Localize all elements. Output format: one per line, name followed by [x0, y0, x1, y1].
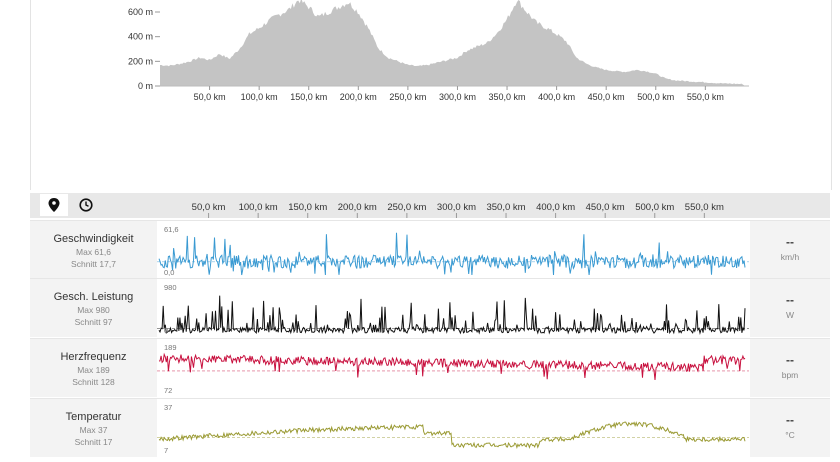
metric-graph-speed[interactable]	[157, 221, 749, 279]
metric-row-speed[interactable]: Geschwindigkeit Max 61,6 Schnitt 17,7 61,6 0…	[30, 220, 830, 279]
metric-value: --	[786, 413, 794, 427]
metric-graph-temp[interactable]	[157, 399, 749, 457]
metric-max: Max 37	[79, 425, 108, 435]
metric-max: Max 189	[77, 365, 110, 375]
metric-avg: Schnitt 17,7	[71, 259, 116, 269]
metric-value: --	[786, 235, 794, 249]
elevation-profile-chart[interactable]: 600 m 400 m 200 m 0 m 50,0 km 100,0 km 150,0 …	[30, 0, 832, 190]
distance-axis-tick: 550,0 km	[685, 202, 724, 213]
metric-current-speed: -- km/h	[750, 221, 830, 279]
map-pin-icon	[48, 198, 60, 212]
elevation-x-tick: 550,0 km	[687, 92, 724, 102]
elevation-y-tick: 200 m	[128, 56, 153, 66]
metric-unit: °C	[785, 430, 795, 440]
metric-name: Geschwindigkeit	[53, 233, 134, 245]
chart-toolbar	[30, 193, 830, 218]
distance-axis-tick: 350,0 km	[486, 202, 525, 213]
metric-graph-hr[interactable]	[157, 339, 749, 397]
metric-max: Max 61,6	[76, 247, 111, 257]
metric-avg: Schnitt 17	[74, 437, 113, 447]
elevation-svg: 600 m 400 m 200 m 0 m 50,0 km 100,0 km 150,0 …	[128, 0, 749, 102]
metric-unit: bpm	[781, 370, 799, 380]
distance-axis-tick: 500,0 km	[635, 202, 674, 213]
elevation-x-tick: 250,0 km	[389, 92, 426, 102]
elevation-y-tick: 400 m	[128, 32, 153, 42]
clock-icon	[79, 198, 93, 212]
elevation-x-tick: 50,0 km	[194, 92, 226, 102]
metric-current-temp: -- °C	[750, 399, 830, 457]
clock-button[interactable]	[72, 194, 100, 216]
metric-scale-bottom: 0,0	[164, 268, 175, 277]
elevation-y-tick: 0 m	[138, 81, 153, 91]
metric-value: --	[786, 293, 794, 307]
metric-line-svg	[157, 295, 749, 335]
distance-axis-tick: 250,0 km	[387, 202, 426, 213]
metric-row-power[interactable]: Gesch. Leistung Max 980 Schnitt 97 980 0 -- W	[30, 278, 830, 337]
activity-analysis-view: 600 m 400 m 200 m 0 m 50,0 km 100,0 km 150,0 …	[30, 0, 832, 457]
metric-avg: Schnitt 128	[72, 377, 115, 387]
distance-axis-tick: 50,0 km	[192, 202, 226, 213]
distance-axis-tick: 200,0 km	[338, 202, 377, 213]
metric-name: Herzfrequenz	[60, 351, 127, 363]
distance-axis-tick: 400,0 km	[536, 202, 575, 213]
metric-line	[158, 352, 746, 380]
elevation-x-tick: 350,0 km	[489, 92, 526, 102]
metric-max: Max 980	[77, 305, 110, 315]
metric-graph-power[interactable]	[157, 279, 749, 337]
elevation-area	[160, 0, 745, 86]
metric-scale-bottom: 72	[164, 386, 173, 395]
elevation-x-tick: 150,0 km	[290, 92, 327, 102]
metric-current-hr: -- bpm	[750, 339, 830, 397]
elevation-x-tick: 500,0 km	[637, 92, 674, 102]
metric-label-power: Gesch. Leistung Max 980 Schnitt 97	[30, 279, 157, 337]
metric-line	[158, 421, 746, 450]
elevation-x-tick: 200,0 km	[340, 92, 377, 102]
metric-avg: Schnitt 97	[74, 317, 113, 327]
distance-axis-tick: 150,0 km	[288, 202, 327, 213]
metric-scale-top: 61,6	[164, 225, 179, 234]
distance-axis: 50,0 km 100,0 km 150,0 km 200,0 km 250,0 km 3…	[192, 202, 724, 218]
elevation-x-tick: 400,0 km	[538, 92, 575, 102]
elevation-y-tick: 600 m	[128, 7, 153, 17]
metric-name: Gesch. Leistung	[53, 291, 134, 303]
metric-row-temp[interactable]: Temperatur Max 37 Schnitt 17 37 7 -- °C	[30, 398, 830, 457]
metric-scale-bottom: 0	[164, 326, 169, 335]
metric-line	[158, 295, 746, 335]
distance-axis-tick: 300,0 km	[437, 202, 476, 213]
metric-scale-top: 37	[164, 403, 173, 412]
distance-axis-tick: 450,0 km	[586, 202, 625, 213]
metric-label-temp: Temperatur Max 37 Schnitt 17	[30, 399, 157, 457]
metric-label-speed: Geschwindigkeit Max 61,6 Schnitt 17,7	[30, 221, 157, 279]
elevation-x-tick: 100,0 km	[241, 92, 278, 102]
metric-unit: W	[785, 310, 795, 320]
metric-unit: km/h	[780, 252, 800, 262]
metric-scale-top: 189	[164, 343, 177, 352]
metric-value: --	[786, 353, 794, 367]
metric-line-svg	[157, 421, 749, 450]
elevation-x-tick: 300,0 km	[439, 92, 476, 102]
elevation-x-tick: 450,0 km	[588, 92, 625, 102]
metric-current-power: -- W	[750, 279, 830, 337]
metric-scale-top: 980	[164, 283, 177, 292]
map-pin-button[interactable]	[40, 194, 68, 216]
metric-line-svg	[157, 352, 749, 380]
distance-axis-tick: 100,0 km	[239, 202, 278, 213]
metric-name: Temperatur	[65, 411, 122, 423]
metric-line-svg	[157, 232, 749, 276]
metric-scale-bottom: 7	[164, 446, 169, 455]
metric-label-hr: Herzfrequenz Max 189 Schnitt 128	[30, 339, 157, 397]
metric-row-hr[interactable]: Herzfrequenz Max 189 Schnitt 128 189 72 -- bpm	[30, 338, 830, 397]
metric-line	[158, 232, 746, 276]
